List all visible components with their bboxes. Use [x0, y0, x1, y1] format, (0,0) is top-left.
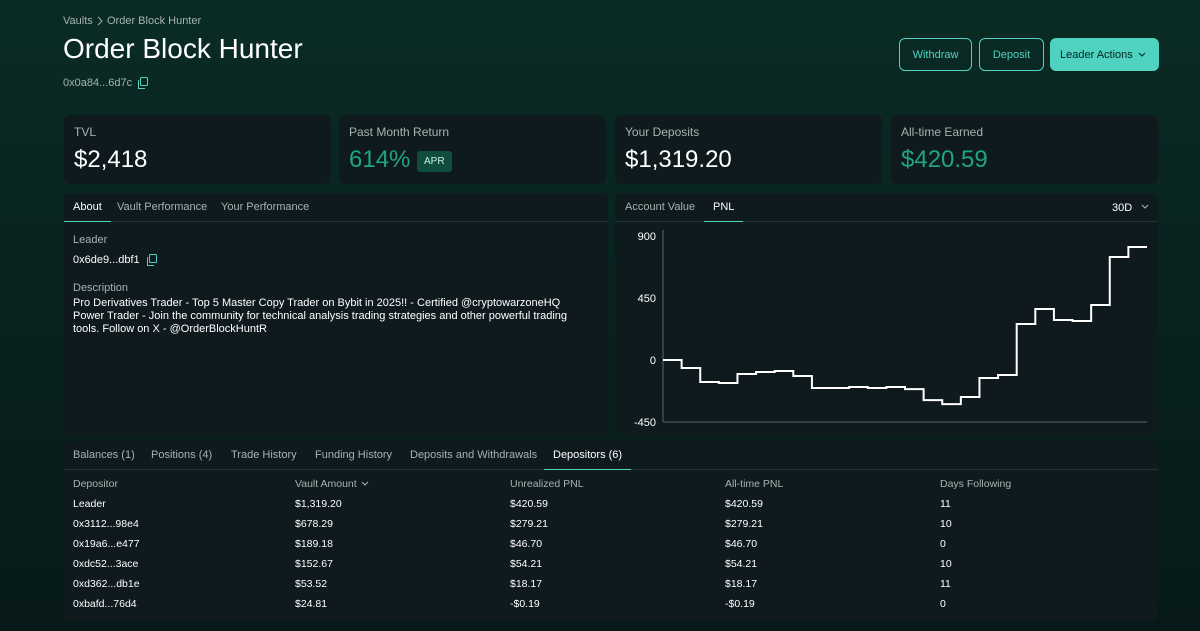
leader-label: Leader	[73, 234, 108, 246]
column-header: Depositor	[73, 478, 118, 490]
table-cell: 0xdc52...3ace	[73, 558, 139, 570]
stat-value: $420.59	[901, 146, 988, 173]
table-cell: $279.21	[510, 518, 548, 530]
tab[interactable]: Depositors (6)	[553, 449, 623, 461]
stat-value: 614%	[349, 146, 411, 173]
table-cell: 0x3112...98e4	[73, 518, 139, 530]
table-panel: Balances (1) Positions (4) Trade History Fu…	[64, 441, 1158, 621]
stat-card: All-time Earned $420.59	[891, 115, 1158, 184]
stat-card: TVL $2,418	[64, 115, 331, 184]
pnl-chart: -450 0 450 900	[634, 230, 1147, 429]
leader-actions-button[interactable]: Leader Actions	[1050, 38, 1159, 71]
breadcrumb: Order Block Hunter	[107, 15, 202, 27]
copy-icon[interactable]	[137, 77, 149, 89]
breadcrumb-chevron	[97, 16, 103, 26]
tab[interactable]: Positions (4)	[151, 449, 213, 461]
table-cell: $46.70	[510, 538, 543, 550]
table-cell: $24.81	[295, 598, 328, 610]
table-cell: $18.17	[725, 578, 758, 590]
description-text: Pro Derivatives Trader - Top 5 Master Co…	[73, 297, 568, 335]
breadcrumb[interactable]: Vaults	[63, 15, 93, 27]
table-cell: $152.67	[295, 558, 333, 570]
table-cell: 0	[940, 598, 946, 610]
vault-title: Order Block Hunter	[63, 33, 303, 64]
description-label: Description	[73, 282, 129, 294]
table-cell: $420.59	[725, 498, 763, 510]
tab[interactable]: Vault Performance	[117, 201, 208, 213]
table-cell: $54.21	[725, 558, 758, 570]
table-cell: $279.21	[725, 518, 763, 530]
table-cell: $53.52	[295, 578, 328, 590]
column-header: Days Following	[940, 478, 1012, 490]
y-tick-label: 450	[638, 293, 656, 305]
tab[interactable]: Deposits and Withdrawals	[410, 449, 538, 461]
tab-underline	[64, 221, 111, 222]
range-selector[interactable]: 30D	[1112, 202, 1133, 214]
table-cell: $189.18	[295, 538, 333, 550]
stat-label: TVL	[74, 125, 97, 139]
tab[interactable]: Your Performance	[221, 201, 310, 213]
table-cell: $46.70	[725, 538, 758, 550]
table-cell: 0xbafd...76d4	[73, 598, 137, 610]
dropdown-chevron	[1138, 52, 1146, 57]
table-cell: $678.29	[295, 518, 333, 530]
stat-label: Past Month Return	[349, 125, 450, 139]
table-cell: 0	[940, 538, 946, 550]
tab[interactable]: Trade History	[231, 449, 297, 461]
tab[interactable]: PNL	[713, 201, 735, 213]
apr-badge: APR	[417, 151, 452, 172]
table-cell: -$0.19	[510, 598, 540, 610]
button-label: Leader Actions	[1060, 48, 1133, 61]
about-panel: About Vault Performance Your Performance L…	[64, 193, 608, 435]
table-cell: Leader	[73, 498, 106, 510]
table-cell: $1,319.20	[295, 498, 342, 510]
tab-underline	[544, 469, 632, 470]
withdraw-button[interactable]: Withdraw	[899, 38, 972, 71]
y-tick-label: -450	[634, 417, 656, 429]
column-header[interactable]: Vault Amount	[295, 478, 369, 490]
table-cell: $18.17	[510, 578, 543, 590]
table-cell: 0xd362...db1e	[73, 578, 140, 590]
vault-address: 0x0a84...6d7c	[63, 77, 133, 89]
table-cell: -$0.19	[725, 598, 755, 610]
tab[interactable]: Funding History	[315, 449, 393, 461]
copy-icon[interactable]	[146, 254, 158, 266]
tab[interactable]: Balances (1)	[73, 449, 135, 461]
deposit-button[interactable]: Deposit	[979, 38, 1044, 71]
y-tick-label: 900	[638, 231, 656, 243]
stat-label: All-time Earned	[901, 125, 984, 139]
tab-underline	[704, 221, 744, 222]
sort-icon	[361, 481, 369, 486]
dropdown-chevron	[1141, 204, 1149, 209]
table-cell: $420.59	[510, 498, 548, 510]
stat-card: Past Month Return 614% APR	[339, 115, 606, 184]
chart-panel: Account Value PNL 30D -450 0 450 900	[615, 193, 1158, 435]
pnl-line	[663, 246, 1147, 406]
table-cell: 10	[940, 518, 952, 530]
column-header: All-time PNL	[725, 478, 784, 490]
table-cell: 0x19a6...e477	[73, 538, 140, 550]
stat-label: Your Deposits	[625, 125, 700, 139]
tab[interactable]: About	[73, 201, 102, 213]
stat-value: $1,319.20	[625, 146, 732, 173]
leader-address: 0x6de9...dbf1	[73, 254, 140, 266]
stat-card: Your Deposits $1,319.20	[615, 115, 882, 184]
table-cell: 11	[940, 578, 951, 590]
column-header: Unrealized PNL	[510, 478, 584, 490]
y-tick-label: 0	[650, 355, 656, 367]
tab[interactable]: Account Value	[625, 201, 696, 213]
stat-value: $2,418	[74, 146, 148, 173]
table-cell: 10	[940, 558, 952, 570]
table-cell: 11	[940, 498, 951, 510]
table-cell: $54.21	[510, 558, 543, 570]
